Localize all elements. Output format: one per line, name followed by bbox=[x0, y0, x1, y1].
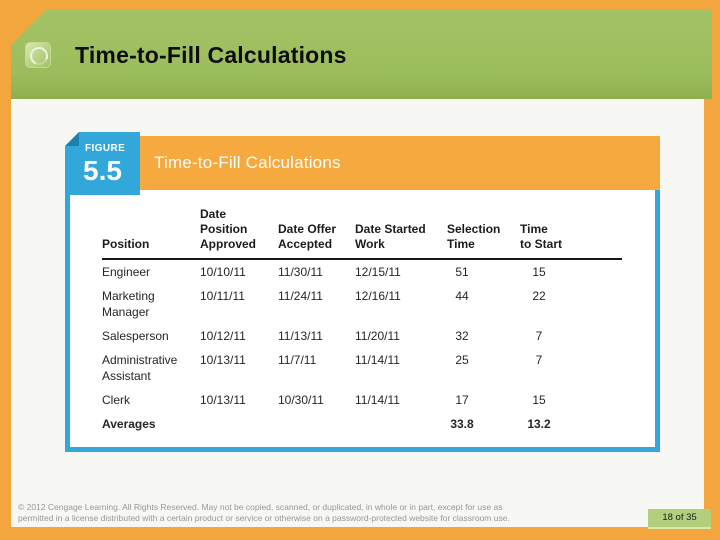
table-row-averages: Averages 33.8 13.2 bbox=[102, 412, 622, 436]
cell-time-to-start: 13.2 bbox=[527, 417, 551, 431]
table-row-marketing-manager: Marketing Manager 10/11/11 11/24/11 12/1… bbox=[102, 284, 622, 324]
copyright-footer: © 2012 Cengage Learning. All Rights Rese… bbox=[18, 502, 618, 524]
cell-date-approved: 10/13/11 bbox=[200, 393, 246, 407]
copyright-line-2: permitted in a license distributed with … bbox=[18, 513, 510, 523]
page-number-badge: 18 of 35 bbox=[648, 509, 711, 529]
cell-time-to-start: 15 bbox=[532, 393, 546, 407]
cell-time-to-start: 7 bbox=[535, 329, 543, 343]
figure-kicker: FIGURE bbox=[85, 143, 126, 154]
time-to-fill-table: Position Date Position Approved Date Off… bbox=[102, 207, 622, 436]
cell-selection-time: 44 bbox=[455, 289, 469, 303]
cell-position: Marketing Manager bbox=[102, 289, 155, 319]
figure-number: 5.5 bbox=[83, 155, 122, 186]
cell-date-started: 11/14/11 bbox=[355, 353, 400, 367]
cell-position: Salesperson bbox=[102, 329, 169, 343]
copyright-line-1: © 2012 Cengage Learning. All Rights Rese… bbox=[18, 502, 503, 512]
figure-panel: Position Date Position Approved Date Off… bbox=[65, 190, 660, 452]
column-header-date-started-work: Date Started Work bbox=[355, 222, 426, 251]
cell-date-approved bbox=[200, 416, 278, 432]
cell-date-accepted: 11/7/11 bbox=[278, 353, 317, 367]
column-header-position: Position bbox=[102, 237, 150, 251]
cell-date-started: 11/20/11 bbox=[355, 329, 400, 343]
figure-title: Time-to-Fill Calculations bbox=[154, 153, 341, 172]
table-header-row: Position Date Position Approved Date Off… bbox=[102, 207, 622, 260]
cell-date-accepted bbox=[278, 416, 355, 432]
frame-right-bar bbox=[704, 0, 720, 540]
cell-position: Averages bbox=[102, 417, 156, 431]
frame-top-bar bbox=[0, 0, 720, 10]
cell-date-accepted: 11/13/11 bbox=[278, 329, 323, 343]
ring-logo-icon bbox=[25, 42, 51, 68]
figure-title-bar: Time-to-Fill Calculations bbox=[140, 136, 660, 190]
cell-time-to-start: 22 bbox=[532, 289, 546, 303]
cell-date-started bbox=[355, 416, 447, 432]
folded-corner-icon bbox=[65, 132, 79, 146]
cell-selection-time: 33.8 bbox=[450, 417, 474, 431]
cell-selection-time: 17 bbox=[455, 393, 469, 407]
column-header-selection-time: Selection Time bbox=[447, 222, 501, 251]
cell-date-approved: 10/13/11 bbox=[200, 353, 246, 367]
cell-date-accepted: 11/30/11 bbox=[278, 265, 323, 279]
table-row-clerk: Clerk 10/13/11 10/30/11 11/14/11 17 15 bbox=[102, 388, 622, 412]
cell-selection-time: 51 bbox=[455, 265, 469, 279]
figure-label: FIGURE 5.5 bbox=[65, 132, 140, 195]
cell-position: Administrative Assistant bbox=[102, 353, 178, 383]
cell-position: Engineer bbox=[102, 265, 151, 279]
frame-bottom-bar bbox=[0, 527, 720, 540]
cell-date-started: 12/16/11 bbox=[355, 289, 401, 303]
cell-date-started: 11/14/11 bbox=[355, 393, 400, 407]
cell-time-to-start: 15 bbox=[532, 265, 546, 279]
table-row-salesperson: Salesperson 10/12/11 11/13/11 11/20/11 3… bbox=[102, 324, 622, 348]
cell-date-accepted: 11/24/11 bbox=[278, 289, 323, 303]
cell-selection-time: 25 bbox=[455, 353, 469, 367]
cell-date-approved: 10/10/11 bbox=[200, 265, 246, 279]
page-title: Time-to-Fill Calculations bbox=[75, 42, 347, 68]
cell-position: Clerk bbox=[102, 393, 131, 407]
column-header-date-offer-accepted: Date Offer Accepted bbox=[278, 222, 337, 251]
cell-selection-time: 32 bbox=[455, 329, 469, 343]
table-row-administrative-assistant: Administrative Assistant 10/13/11 11/7/1… bbox=[102, 348, 622, 388]
column-header-time-to-start: Time to Start bbox=[520, 222, 562, 251]
slide-header: Time-to-Fill Calculations bbox=[11, 10, 712, 99]
table-row-engineer: Engineer 10/10/11 11/30/11 12/15/11 51 1… bbox=[102, 260, 622, 284]
cell-date-started: 12/15/11 bbox=[355, 265, 401, 279]
cell-time-to-start: 7 bbox=[535, 353, 543, 367]
cell-date-approved: 10/12/11 bbox=[200, 329, 246, 343]
cell-date-accepted: 10/30/11 bbox=[278, 393, 324, 407]
frame-left-bar bbox=[0, 0, 11, 540]
column-header-date-position-approved: Date Position Approved bbox=[200, 207, 257, 251]
cell-date-approved: 10/11/11 bbox=[200, 289, 245, 303]
